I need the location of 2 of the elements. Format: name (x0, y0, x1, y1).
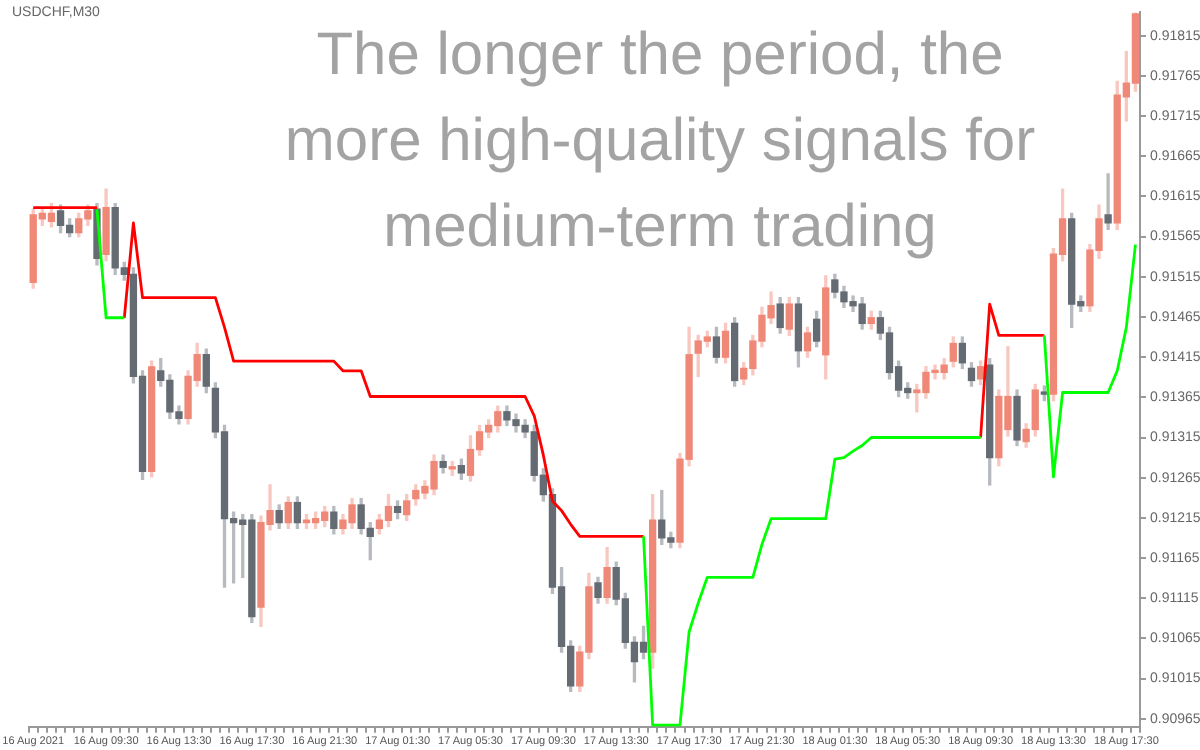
text: The longer the period, the more high-quality signals for medium-term trading (282, 20, 1038, 264)
candlestick (1104, 173, 1112, 231)
